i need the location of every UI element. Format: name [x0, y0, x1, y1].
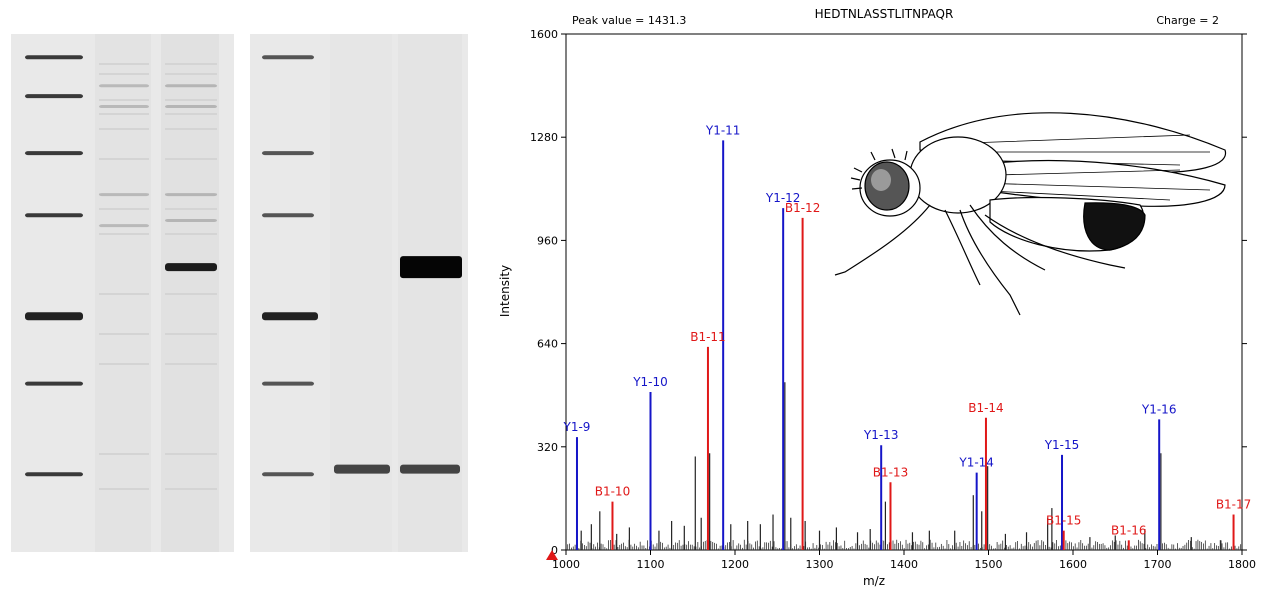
lane-2	[95, 34, 151, 552]
lane-2	[330, 34, 392, 552]
peptide-sequence-title: HEDTNLASSTLITNPAQR	[815, 7, 954, 21]
lane-3	[398, 34, 462, 552]
y-tick-label: 320	[537, 441, 558, 454]
lane-3-bands	[400, 256, 462, 474]
x-tick-label: 1300	[806, 558, 834, 571]
protein-band	[99, 105, 149, 109]
ladder-band	[262, 55, 314, 60]
fruit-fly-illustration	[834, 112, 1227, 316]
protein-band	[99, 84, 149, 88]
y-tick-label: 960	[537, 234, 558, 247]
protein-band	[165, 84, 217, 88]
noise-peaks	[567, 382, 1242, 550]
x-tick-label: 1600	[1059, 558, 1087, 571]
y-axis: 0 320 640 960 1280 1600	[530, 28, 1247, 557]
ion-label: Y1-13	[863, 428, 899, 442]
x-axis: 1000 1100 1200 1300 1400 1500 1600 1700 1800	[552, 550, 1256, 571]
y-tick-label: 1280	[530, 131, 558, 144]
ion-label: B1-17	[1216, 498, 1251, 512]
ion-label: B1-12	[785, 201, 820, 215]
protein-band	[165, 105, 217, 109]
gel-left-bands	[25, 34, 219, 552]
origin-marker-icon	[546, 550, 558, 560]
x-tick-label: 1800	[1228, 558, 1256, 571]
ladder-bands	[262, 55, 318, 477]
y-tick-label: 1600	[530, 28, 558, 41]
x-axis-label: m/z	[863, 574, 885, 588]
ladder-bands	[25, 55, 83, 477]
protein-band	[99, 193, 149, 197]
sds-page-gel-right	[250, 34, 468, 552]
ion-label: Y1-10	[632, 375, 668, 389]
gel-right-bands	[262, 34, 462, 552]
ion-label: B1-15	[1046, 514, 1081, 528]
y-axis-label: Intensity	[498, 265, 512, 317]
ion-peaks	[575, 140, 1235, 550]
ion-label: Y1-14	[958, 456, 994, 470]
ladder-band	[25, 213, 83, 218]
ion-labels: Y1-9 Y1-10 Y1-11 Y1-12 Y1-13 Y1-14 Y1-15 Y1-16 B…	[563, 123, 1252, 537]
protein-band	[400, 464, 460, 474]
ladder-band	[262, 472, 314, 477]
ladder-band	[262, 151, 314, 156]
ion-label: Y1-16	[1141, 402, 1177, 416]
mass-spectrum-chart: Peak value = 1431.3 HEDTNLASSTLITNPAQR C…	[498, 7, 1256, 588]
ladder-band	[25, 381, 83, 386]
ion-label: B1-14	[968, 401, 1003, 415]
x-tick-label: 1200	[721, 558, 749, 571]
ion-label: B1-16	[1111, 523, 1146, 537]
ion-label: B1-11	[690, 330, 725, 344]
lane-3	[161, 34, 219, 552]
ladder-band	[25, 55, 83, 60]
x-tick-label: 1500	[975, 558, 1003, 571]
x-tick-label: 1700	[1144, 558, 1172, 571]
x-tick-label: 1000	[552, 558, 580, 571]
ladder-band	[25, 472, 83, 477]
ladder-band	[262, 381, 314, 386]
peak-value-label: Peak value = 1431.3	[572, 14, 686, 27]
ion-label: Y1-12	[765, 191, 801, 205]
ladder-band	[25, 151, 83, 156]
ladder-band-strong	[262, 312, 318, 321]
x-tick-label: 1400	[890, 558, 918, 571]
ion-label: Y1-11	[705, 123, 741, 137]
ladder-band	[262, 213, 314, 218]
ladder-band-strong	[25, 312, 83, 321]
overexpressed-band	[400, 256, 462, 279]
lane-3-bands	[165, 84, 217, 272]
y-tick-label: 640	[537, 338, 558, 351]
overexpressed-band	[165, 263, 217, 272]
ion-label: B1-10	[595, 485, 630, 499]
sds-page-gel-left	[11, 34, 234, 552]
protein-band	[165, 218, 217, 222]
charge-label: Charge = 2	[1156, 14, 1219, 27]
ladder-band	[25, 94, 83, 99]
lane-2-bands	[99, 84, 149, 228]
protein-band	[334, 464, 390, 474]
lane-2-bands	[334, 464, 390, 474]
y-tick-label: 0	[551, 544, 558, 557]
protein-band	[99, 224, 149, 228]
ion-label: Y1-15	[1044, 438, 1080, 452]
x-tick-label: 1100	[637, 558, 665, 571]
ion-label: B1-13	[873, 465, 908, 479]
ion-label: Y1-9	[563, 420, 591, 434]
protein-band	[165, 193, 217, 197]
